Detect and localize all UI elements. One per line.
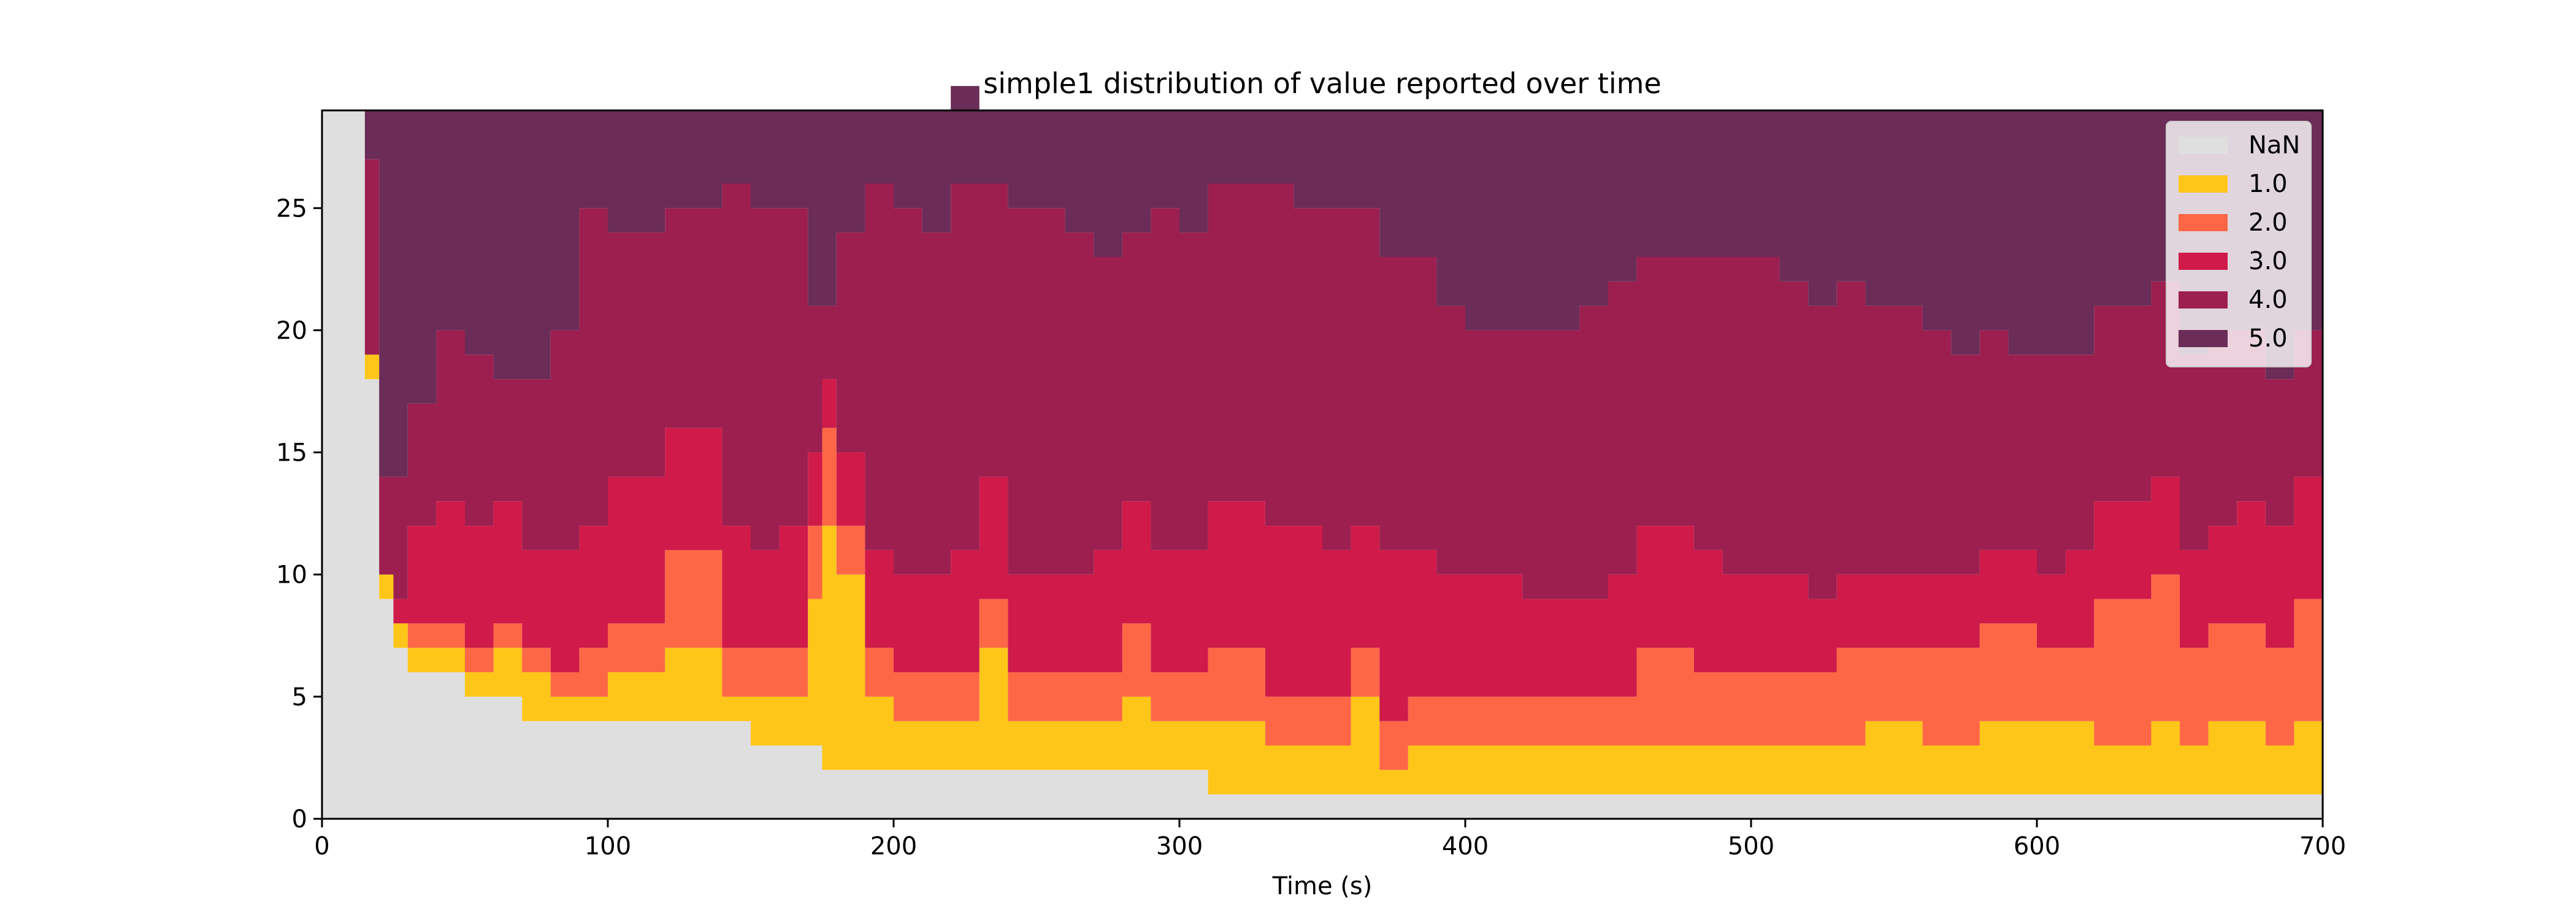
legend-label: 3.0 — [2248, 247, 2288, 275]
x-tick-label: 300 — [1156, 832, 1203, 861]
x-tick-label: 100 — [585, 832, 631, 861]
y-tick-label: 5 — [292, 683, 307, 711]
legend-swatch — [2179, 175, 2228, 193]
area-series-2 — [322, 110, 2323, 770]
legend-label: 4.0 — [2248, 286, 2288, 314]
y-tick-label: 10 — [276, 561, 307, 589]
legend-swatch — [2179, 291, 2228, 309]
legend: NaN 1.0 2.0 3.0 4.0 5.0 — [2166, 121, 2312, 367]
legend-label: 5.0 — [2248, 324, 2288, 353]
legend-swatch — [2179, 214, 2228, 231]
stacked-areas — [322, 86, 2323, 819]
legend-label: 2.0 — [2248, 209, 2288, 237]
y-tick-label: 25 — [276, 194, 307, 223]
y-tick-label: 20 — [276, 316, 307, 345]
area-series-1 — [322, 110, 2323, 795]
x-tick-label: 500 — [1728, 832, 1774, 861]
area-series-5 — [322, 86, 2323, 477]
x-axis-label: Time (s) — [1272, 872, 1373, 900]
x-tick-label: 200 — [870, 832, 917, 861]
x-tick-label: 600 — [2014, 832, 2060, 861]
y-tick-label: 0 — [292, 805, 307, 834]
area-series-3 — [322, 110, 2323, 721]
legend-label: 1.0 — [2248, 170, 2288, 198]
x-tick-label: 700 — [2299, 832, 2346, 861]
x-axis: 0 100 200 300 400 500 600 700 — [314, 819, 2346, 861]
plot-frame — [321, 109, 2324, 820]
chart-title: simple1 distribution of value reported o… — [983, 67, 1661, 100]
legend-swatch — [2179, 330, 2228, 347]
area-series-0 — [322, 110, 2323, 819]
y-tick-label: 15 — [276, 439, 307, 467]
area-series-4 — [322, 110, 2323, 599]
x-tick-label: 0 — [314, 832, 329, 861]
legend-label: NaN — [2248, 131, 2300, 159]
legend-swatch — [2179, 253, 2228, 270]
legend-swatch — [2179, 137, 2228, 154]
x-tick-label: 400 — [1442, 832, 1489, 861]
y-axis: 0 5 10 15 20 25 — [276, 194, 322, 834]
